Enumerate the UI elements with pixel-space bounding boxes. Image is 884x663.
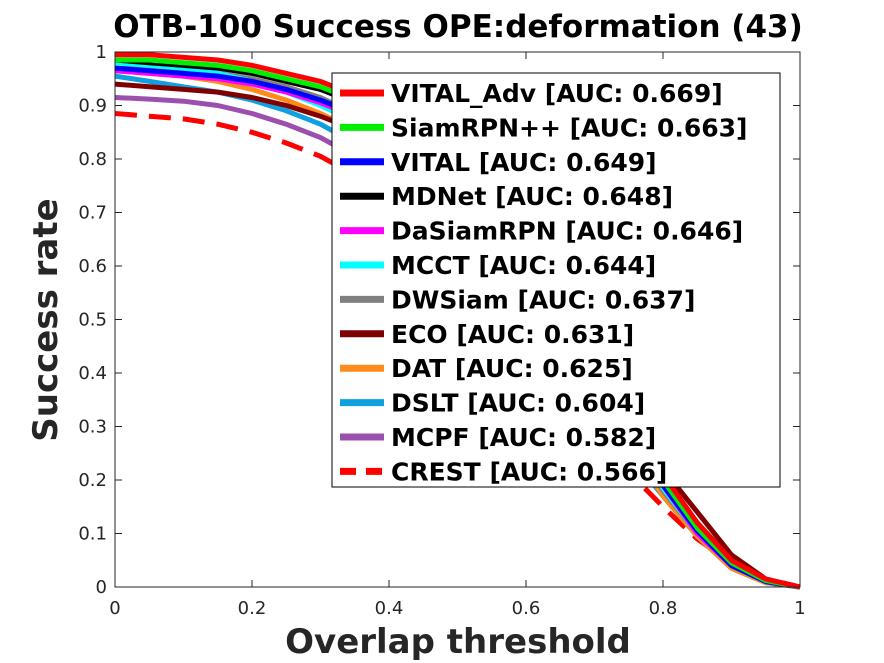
y-axis-label: Success rate [26, 198, 66, 441]
y-tick-label: 0.4 [78, 363, 107, 384]
legend-box [331, 72, 781, 488]
x-tick-label: 0.4 [375, 598, 404, 619]
legend-label: DWSiam [AUC: 0.637] [391, 285, 695, 314]
legend-label: MDNet [AUC: 0.648] [391, 182, 673, 211]
y-tick-label: 0.5 [78, 310, 107, 331]
legend-label: DAT [AUC: 0.625] [391, 354, 633, 383]
legend-label: ECO [AUC: 0.631] [391, 320, 634, 349]
legend: VITAL_Adv [AUC: 0.669] SiamRPN++ [AUC: 0.… [331, 72, 781, 488]
y-tick-label: 0 [96, 577, 107, 598]
y-tick-label: 0.9 [78, 96, 107, 117]
x-tick-label: 0.8 [649, 598, 678, 619]
x-tick-label: 0 [109, 598, 120, 619]
y-tick-label: 1 [96, 42, 107, 63]
legend-label: VITAL [AUC: 0.649] [391, 148, 657, 177]
x-tick-label: 0.2 [238, 598, 267, 619]
y-tick-label: 0.1 [78, 524, 107, 545]
legend-label: VITAL_Adv [AUC: 0.669] [391, 79, 723, 108]
legend-label: MCPF [AUC: 0.582] [391, 423, 656, 452]
x-axis-label: Overlap threshold [285, 622, 631, 662]
legend-label: MCCT [AUC: 0.644] [391, 251, 656, 280]
y-tick-label: 0.7 [78, 203, 107, 224]
legend-label: DSLT [AUC: 0.604] [391, 389, 645, 418]
x-tick-label: 0.6 [512, 598, 541, 619]
legend-label: SiamRPN++ [AUC: 0.663] [391, 113, 747, 142]
legend-label: CREST [AUC: 0.566] [391, 457, 667, 486]
chart-title: OTB-100 Success OPE:deformation (43) [113, 9, 803, 45]
legend-label: DaSiamRPN [AUC: 0.646] [391, 217, 743, 246]
y-tick-label: 0.3 [78, 417, 107, 438]
x-tick-label: 1 [794, 598, 805, 619]
axis-ticks: 0 0.2 0.4 0.6 0.8 1 0 0.1 0.2 0.3 0.4 0.5 0.6 0.7 0.8 0… [78, 42, 805, 619]
y-tick-label: 0.8 [78, 149, 107, 170]
legend-items: VITAL_Adv [AUC: 0.669] SiamRPN++ [AUC: 0.… [340, 79, 747, 486]
y-tick-label: 0.2 [78, 470, 107, 491]
y-tick-label: 0.6 [78, 256, 107, 277]
